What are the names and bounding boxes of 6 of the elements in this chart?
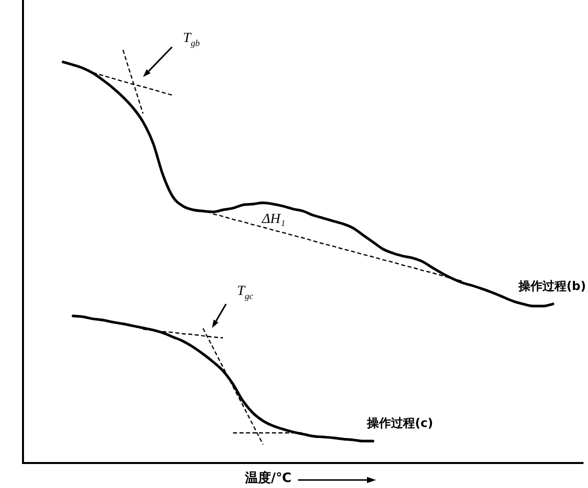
annotation: T$_{gc}$ [237,284,254,301]
text: T$_{gb}$ [183,31,200,48]
x-axis-title: 温度/℃ [245,471,292,486]
series-label: 操作过程(b) [517,278,586,293]
annotation: ΔH₁ [262,212,286,227]
series-label: 操作过程(c) [366,416,434,430]
